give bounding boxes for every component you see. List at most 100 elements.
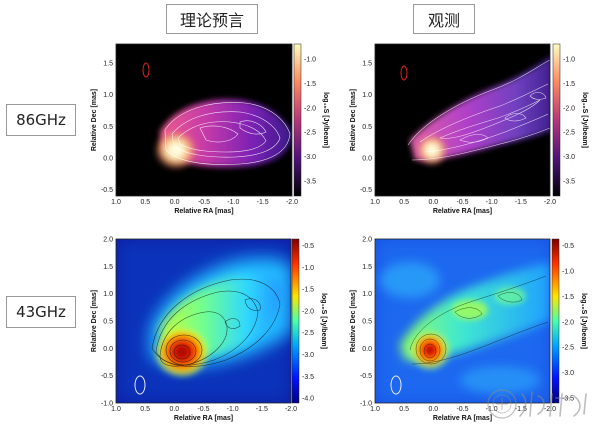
y-tick-label: 0.0 <box>103 346 113 353</box>
university-watermark <box>487 389 587 419</box>
y-tick-label: -1.0 <box>101 401 113 408</box>
y-tick-label: 0.5 <box>103 319 113 326</box>
x-tick-label: -2.0 <box>285 406 297 413</box>
contour-lines <box>409 275 549 365</box>
x-tick-label: 0.0 <box>428 199 438 206</box>
y-tick-label: -1.0 <box>360 401 372 408</box>
colorbar-tick-label: -3.0 <box>304 154 316 161</box>
colorbar-86ghz-observation <box>552 43 561 197</box>
y-axis-label: Relative Dec [mas] <box>350 290 357 352</box>
colorbar-tick-label: -2.5 <box>302 330 314 337</box>
beam-ellipse <box>142 62 150 78</box>
jet-emission <box>410 57 550 161</box>
y-axis-label: Relative Dec [mas] <box>91 89 98 151</box>
row-title-86ghz: 86GHz <box>6 104 76 136</box>
colorbar-tick-label: -1.0 <box>563 57 575 64</box>
y-tick-label: -0.5 <box>101 373 113 380</box>
colorbar-tick-label: -2.5 <box>304 130 316 137</box>
y-tick-label: 2.0 <box>103 237 113 244</box>
colorbar-tick-label: -2.0 <box>302 308 314 315</box>
y-tick-label: 2.0 <box>362 237 372 244</box>
panel-86ghz-theory <box>115 43 293 197</box>
x-tick-label: -0.5 <box>456 406 468 413</box>
colorbar-tick-label: -3.5 <box>304 178 316 185</box>
x-tick-label: 0.0 <box>169 406 179 413</box>
y-tick-label: 1.5 <box>362 61 372 68</box>
panel-43ghz-theory <box>115 238 292 404</box>
x-tick-label: -0.5 <box>198 199 210 206</box>
x-tick-label: -1.0 <box>227 199 239 206</box>
core-emission <box>408 328 452 372</box>
colorbar-tick-label: -2.0 <box>562 319 574 326</box>
y-tick-label: 1.0 <box>362 92 372 99</box>
x-tick-label: 0.5 <box>399 406 409 413</box>
colorbar-tick-label: -1.0 <box>562 268 574 275</box>
colorbar-label: log₁₀S [Jy/beam] <box>322 92 329 148</box>
panel-86ghz-observation <box>374 43 551 197</box>
colorbar-tick-label: -3.5 <box>562 396 574 403</box>
colorbar-tick-label: -2.0 <box>304 105 316 112</box>
colorbar-tick-label: -3.0 <box>563 154 575 161</box>
x-tick-label: -1.0 <box>486 406 498 413</box>
x-tick-label: 0.5 <box>140 199 150 206</box>
x-tick-label: 1.0 <box>370 406 380 413</box>
y-tick-label: -0.5 <box>360 187 372 194</box>
core-emission <box>416 134 448 166</box>
x-tick-label: 1.0 <box>370 199 380 206</box>
y-tick-label: 1.5 <box>103 264 113 271</box>
column-title-observation: 观测 <box>413 4 475 34</box>
core-emission <box>154 130 198 170</box>
y-tick-label: 1.0 <box>103 92 113 99</box>
colorbar-tick-label: -0.5 <box>302 243 314 250</box>
colorbar-tick-label: -2.5 <box>563 130 575 137</box>
x-tick-label: 0.5 <box>399 199 409 206</box>
y-tick-label: 0.0 <box>362 156 372 163</box>
colorbar-tick-label: -1.5 <box>562 294 574 301</box>
colorbar-tick-label: -1.5 <box>302 287 314 294</box>
y-tick-label: 0.5 <box>103 124 113 131</box>
x-tick-label: -0.5 <box>456 199 468 206</box>
contour-lines <box>164 102 291 165</box>
y-tick-label: 1.0 <box>362 291 372 298</box>
colorbar-tick-label: -0.5 <box>562 243 574 250</box>
x-tick-label: -0.5 <box>197 406 209 413</box>
column-title-theory: 理论预言 <box>166 4 258 34</box>
beam-ellipse <box>400 65 408 81</box>
x-axis-label: Relative RA [mas] <box>174 208 233 215</box>
x-tick-label: -1.5 <box>256 406 268 413</box>
contour-lines <box>151 278 281 367</box>
panel-43ghz-observation <box>374 238 551 404</box>
colorbar-tick-label: -3.0 <box>562 370 574 377</box>
y-tick-label: 1.0 <box>103 291 113 298</box>
colorbar-tick-label: -2.5 <box>562 345 574 352</box>
colorbar-86ghz-theory <box>293 43 302 197</box>
x-tick-label: -2.0 <box>544 199 556 206</box>
colorbar-43ghz-observation <box>551 238 560 404</box>
x-axis-label: Relative RA [mas] <box>433 208 492 215</box>
colorbar-tick-label: -1.5 <box>304 81 316 88</box>
x-tick-label: -1.5 <box>257 199 269 206</box>
colorbar-tick-label: -1.0 <box>304 57 316 64</box>
colorbar-tick-label: -1.0 <box>302 265 314 272</box>
x-tick-label: 1.0 <box>111 199 121 206</box>
y-tick-label: -0.5 <box>101 187 113 194</box>
y-axis-label: Relative Dec [mas] <box>350 89 357 151</box>
y-tick-label: 1.5 <box>103 61 113 68</box>
beam-ellipse <box>390 375 402 395</box>
x-axis-label: Relative RA [mas] <box>174 415 233 422</box>
colorbar-tick-label: -3.0 <box>302 352 314 359</box>
x-axis-label: Relative RA [mas] <box>433 415 492 422</box>
y-tick-label: 0.0 <box>362 346 372 353</box>
colorbar-label: log₁₀S [Jy/beam] <box>580 293 587 349</box>
row-title-43ghz: 43GHz <box>6 296 76 328</box>
colorbar-label: log₁₀S [Jy/beam] <box>581 92 588 148</box>
y-tick-label: 0.0 <box>103 156 113 163</box>
x-tick-label: -1.0 <box>227 406 239 413</box>
y-tick-label: -0.5 <box>360 373 372 380</box>
y-axis-label: Relative Dec [mas] <box>91 290 98 352</box>
y-tick-label: 0.5 <box>362 319 372 326</box>
colorbar-tick-label: -2.0 <box>563 105 575 112</box>
y-tick-label: 0.5 <box>362 124 372 131</box>
colorbar-tick-label: -3.5 <box>302 374 314 381</box>
